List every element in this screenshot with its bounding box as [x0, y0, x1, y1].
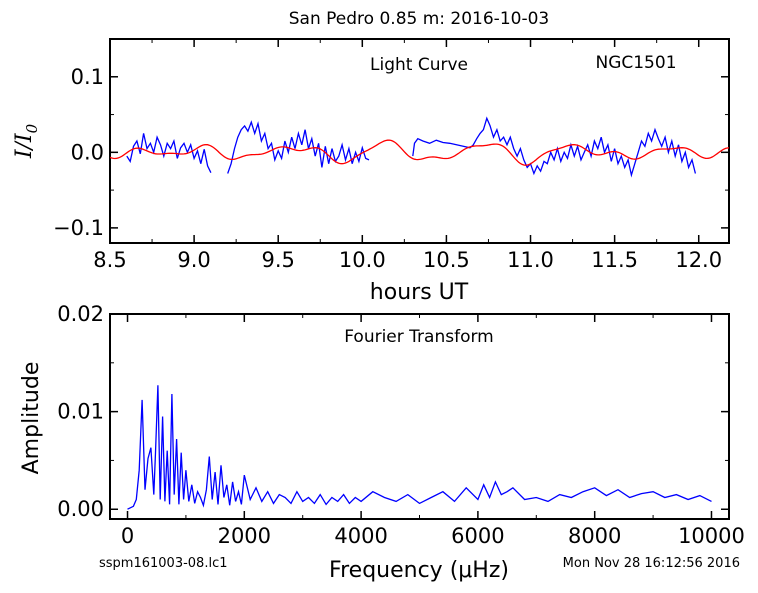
footer-right: Mon Nov 28 16:12:56 2016: [563, 556, 740, 571]
fourier-xlabel: Frequency (μHz): [329, 558, 509, 583]
lc-fit-curve: [110, 139, 729, 166]
lc-ytick-label: 0.0: [71, 140, 104, 164]
lc-ytick-label: 0.1: [71, 65, 104, 89]
light-curve-annotation: Light Curve: [370, 55, 468, 75]
light-curve-xlabel: hours UT: [370, 280, 469, 305]
fourier-ylabel: Amplitude: [19, 362, 44, 475]
ft-ytick-label: 0.02: [57, 302, 104, 326]
ft-xtick-label: 6000: [451, 524, 504, 548]
lc-xtick-label: 10.5: [423, 248, 470, 272]
ft-xtick-label: 2000: [218, 524, 271, 548]
ft-data-layer: [127, 385, 712, 510]
ft-ytick-label: 0.00: [57, 497, 104, 521]
lc-data-segment: [126, 133, 212, 173]
lc-data-segment: [227, 120, 370, 174]
fourier-annotation: Fourier Transform: [344, 327, 493, 347]
ft-xtick-label: 10000: [678, 524, 745, 548]
ft-xtick-label: 8000: [568, 524, 621, 548]
lc-xtick-label: 10.0: [339, 248, 386, 272]
footer-left: sspm161003-08.lc1: [99, 556, 227, 571]
lc-xtick-label: 9.5: [262, 248, 295, 272]
ft-spectrum-line: [127, 385, 712, 510]
ft-xtick-label: 4000: [334, 524, 387, 548]
lc-xtick-label: 11.0: [507, 248, 554, 272]
light-curve-ylabel: I/I0: [12, 123, 41, 159]
lc-data-layer: [110, 116, 729, 178]
light-curve-panel: Light Curve NGC1501 hours UT I/I0 8.5 9.0…: [12, 38, 730, 305]
ft-xtick-label: 0: [121, 524, 134, 548]
lc-xtick-label: 8.5: [93, 248, 126, 272]
object-name: NGC1501: [595, 53, 676, 73]
ft-ytick-label: 0.01: [57, 400, 104, 424]
lc-axes-frame: [109, 38, 730, 244]
lc-ytick-label: −0.1: [53, 216, 104, 240]
lc-xtick-label: 12.0: [675, 248, 722, 272]
figure-title: San Pedro 0.85 m: 2016-10-03: [289, 9, 549, 29]
lc-data-segment: [412, 116, 697, 178]
lc-xtick-label: 11.5: [591, 248, 638, 272]
svg-text:I/I0: I/I0: [12, 123, 41, 159]
fourier-panel: Fourier Transform Frequency (μHz) Amplit…: [19, 302, 745, 583]
lc-xtick-label: 9.0: [177, 248, 210, 272]
